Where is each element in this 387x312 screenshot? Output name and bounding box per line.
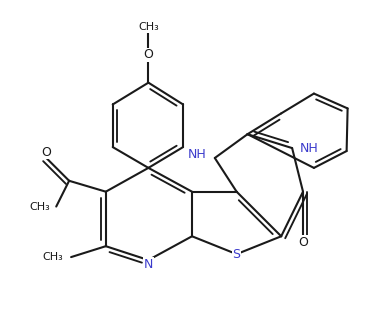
Text: O: O [41, 145, 51, 158]
Text: CH₃: CH₃ [43, 252, 63, 262]
Text: NH: NH [300, 142, 319, 154]
Text: CH₃: CH₃ [138, 22, 159, 32]
Text: S: S [233, 248, 241, 261]
Text: O: O [144, 48, 153, 61]
Text: NH: NH [188, 148, 207, 160]
Text: N: N [144, 257, 153, 271]
Text: CH₃: CH₃ [29, 202, 50, 212]
Text: O: O [298, 236, 308, 249]
